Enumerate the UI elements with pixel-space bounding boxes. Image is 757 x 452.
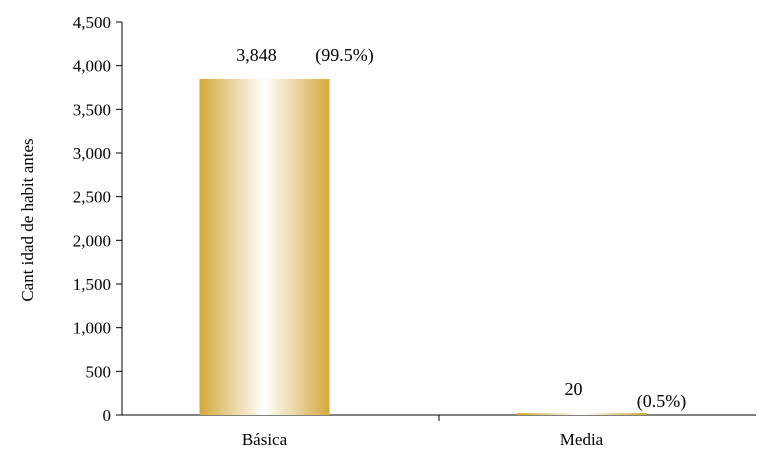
y-tick-label: 4,500 — [73, 13, 111, 32]
y-tick-label: 1,500 — [73, 275, 111, 294]
y-tick-label: 2,500 — [73, 188, 111, 207]
percent-label: (99.5%) — [315, 45, 373, 66]
y-tick-label: 3,500 — [73, 100, 111, 119]
value-label: 3,848 — [236, 45, 277, 65]
percent-label: (0.5%) — [637, 391, 686, 412]
y-tick-label: 3,000 — [73, 144, 111, 163]
y-axis-label: Cant idad de habit antes — [18, 138, 37, 301]
y-tick-label: 0 — [103, 406, 112, 425]
bar-0 — [199, 78, 330, 415]
value-label: 20 — [565, 379, 583, 399]
y-axis: 0 500 1,000 1,500 2,000 2,500 3,000 3,500 4,000 4… — [73, 13, 123, 425]
y-tick-label: 2,000 — [73, 231, 111, 250]
y-tick-label: 1,000 — [73, 319, 111, 338]
bars — [199, 78, 647, 415]
y-tick-label: 4,000 — [73, 57, 111, 76]
x-category-label: Media — [560, 430, 604, 449]
x-axis: Básica Media — [122, 414, 756, 449]
data-labels: 3,848 (99.5%) 20 (0.5%) — [236, 45, 686, 412]
bar-1 — [516, 413, 647, 415]
y-tick-label: 500 — [86, 362, 112, 381]
x-category-label: Básica — [242, 430, 288, 449]
